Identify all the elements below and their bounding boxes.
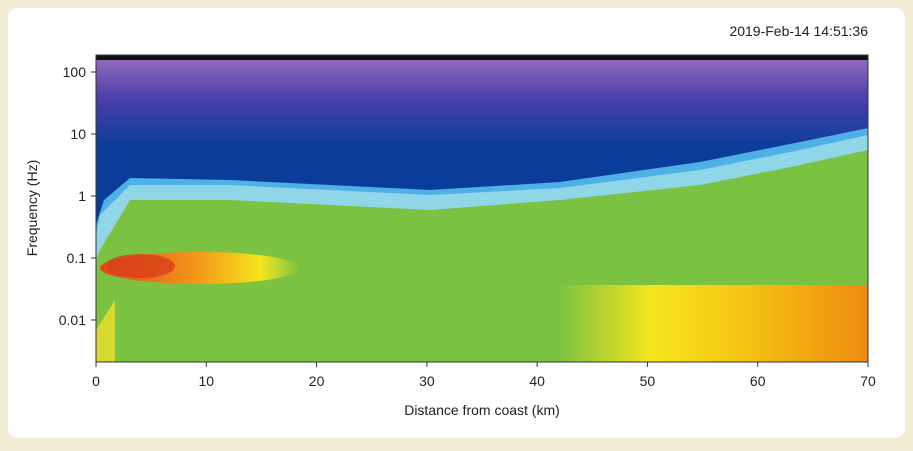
y-tick-label: 1 — [78, 188, 86, 204]
axes — [95, 54, 869, 363]
x-tick-label: 0 — [92, 373, 100, 389]
y-tick-label: 0.01 — [59, 312, 86, 328]
x-tick-label: 50 — [640, 373, 656, 389]
x-tick-label: 20 — [309, 373, 325, 389]
x-tick-label: 60 — [750, 373, 766, 389]
y-tick-label: 10 — [70, 126, 86, 142]
x-tick-label: 30 — [419, 373, 435, 389]
y-axis-label: Frequency (Hz) — [24, 160, 40, 256]
timestamp: 2019-Feb-14 14:51:36 — [729, 23, 868, 39]
x-tick-label: 40 — [529, 373, 545, 389]
y-tick-label: 0.1 — [67, 250, 87, 266]
x-axis-label: Distance from coast (km) — [404, 402, 560, 418]
plot-frame — [95, 54, 869, 363]
y-tick-label: 100 — [63, 64, 87, 80]
x-tick-label: 70 — [860, 373, 876, 389]
spectrogram-field — [96, 55, 868, 362]
x-tick-label: 10 — [198, 373, 214, 389]
